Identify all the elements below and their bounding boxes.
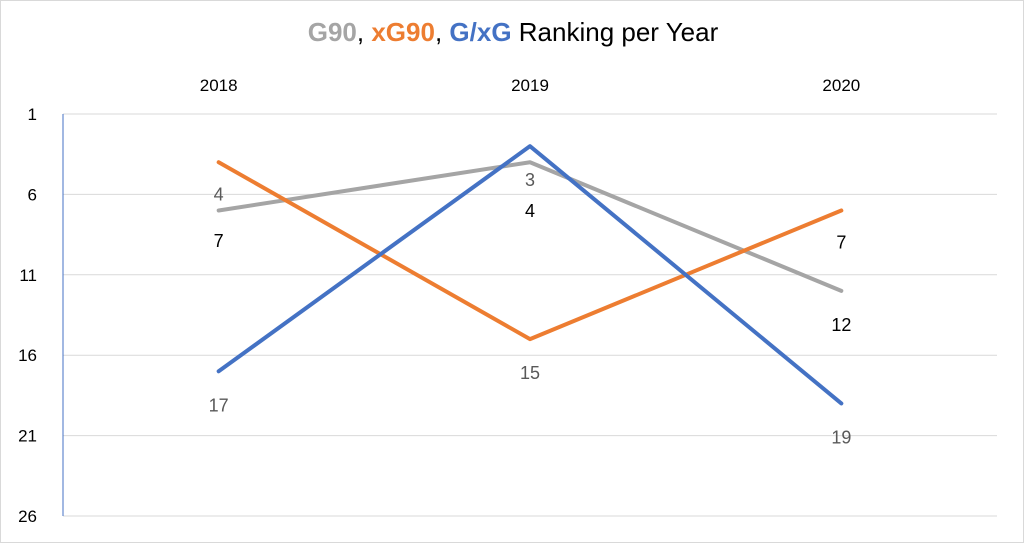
data-label-g-xg-2020: 19 xyxy=(831,427,851,447)
data-label-g90-2020: 12 xyxy=(831,315,851,335)
title-part-xg90: xG90 xyxy=(371,17,435,47)
y-tick-label-26: 26 xyxy=(18,507,37,526)
data-label-xg90-2020: 7 xyxy=(836,232,846,252)
series-line-g-xg xyxy=(216,144,844,406)
y-tick-label-16: 16 xyxy=(18,346,37,365)
title-part-rest: Ranking per Year xyxy=(511,17,719,47)
data-label-g90-2019: 4 xyxy=(525,201,535,221)
x-tick-label-2018: 2018 xyxy=(200,76,238,95)
series-line-xg90 xyxy=(216,160,844,342)
y-tick-label-1: 1 xyxy=(28,105,37,124)
title-part-g90: G90 xyxy=(307,17,357,47)
x-tick-label-2020: 2020 xyxy=(822,76,860,95)
title-part-sep-1: , xyxy=(356,17,372,47)
x-tick-label-2019: 2019 xyxy=(511,76,549,95)
data-label-g90-2018: 4 xyxy=(214,184,224,204)
series-line-g90 xyxy=(216,160,844,293)
data-label-xg90-2019: 15 xyxy=(520,363,540,383)
chart-title: G90, xG90, G/xG Ranking per Year xyxy=(1,17,1024,48)
data-label-xg90-2018: 7 xyxy=(214,231,224,251)
title-part-sep-2: , xyxy=(434,17,450,47)
y-tick-label-21: 21 xyxy=(18,427,37,446)
y-tick-label-6: 6 xyxy=(28,185,37,204)
data-label-g-xg-2018: 17 xyxy=(209,395,229,415)
title-part-gxg: G/xG xyxy=(449,17,512,47)
y-tick-label-11: 11 xyxy=(19,266,37,285)
data-label-g-xg-2019: 3 xyxy=(525,170,535,190)
